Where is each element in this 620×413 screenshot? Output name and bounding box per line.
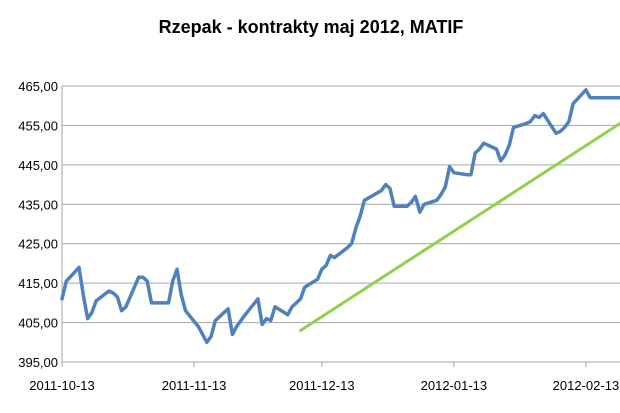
grid-lines	[61, 85, 620, 363]
trend-line	[299, 122, 620, 332]
y-tick-label: 395,00	[18, 355, 58, 370]
x-tick-label: 2012-02-13	[553, 378, 620, 393]
y-tick-label: 415,00	[18, 276, 58, 291]
x-tick-label: 2012-01-13	[421, 378, 488, 393]
x-tick-label: 2011-11-13	[162, 378, 227, 393]
chart-title: Rzepak - kontrakty maj 2012, MATIF	[159, 17, 464, 37]
x-tick-label: 2011-10-13	[29, 378, 95, 393]
price-series-line	[60, 88, 620, 345]
y-tick-label: 435,00	[18, 197, 58, 212]
y-tick-label: 445,00	[18, 158, 58, 173]
x-tick-label: 2011-12-13	[289, 378, 355, 393]
y-tick-label: 405,00	[18, 316, 58, 331]
x-axis-ticks: 2011-10-13 2011-11-13 2011-12-13 2012-01-13…	[29, 362, 619, 393]
y-tick-label: 425,00	[18, 237, 58, 252]
y-axis-ticks: 395,00 405,00 415,00 425,00 435,00 445,00 455,…	[18, 79, 58, 370]
series-layer	[60, 88, 620, 345]
y-tick-label: 465,00	[18, 79, 58, 94]
y-tick-label: 455,00	[18, 118, 58, 133]
